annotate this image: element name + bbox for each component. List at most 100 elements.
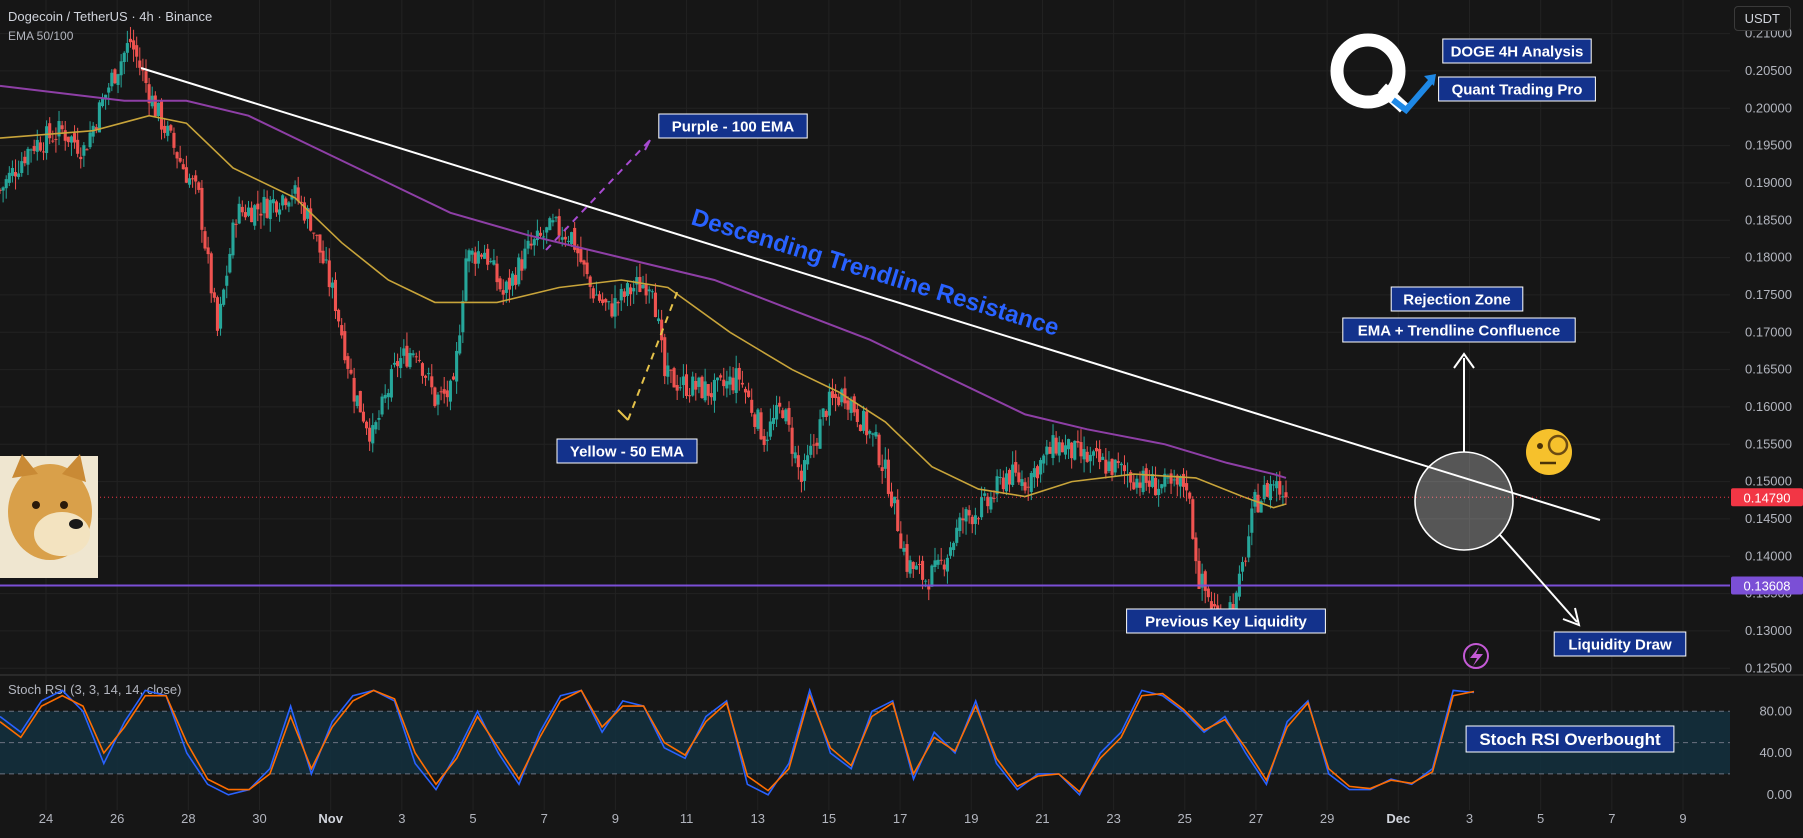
candle-body (1067, 439, 1071, 450)
candle (377, 410, 381, 431)
candle (1144, 463, 1148, 491)
candle (644, 273, 648, 304)
candle-body (632, 288, 636, 292)
candle (439, 386, 443, 401)
candle (445, 380, 449, 407)
candle (479, 252, 484, 260)
candle-body (278, 209, 282, 215)
candle (132, 29, 136, 62)
candle (691, 371, 695, 397)
candle (318, 234, 322, 264)
candle-body (1234, 592, 1238, 611)
candle-body (514, 274, 518, 285)
candle-body (849, 400, 853, 413)
candle (327, 248, 331, 297)
candle-body (591, 288, 595, 299)
candle (1259, 499, 1263, 513)
candle-body (66, 136, 70, 143)
candle-body (1169, 473, 1173, 484)
time-axis-label: 23 (1106, 811, 1120, 826)
candle (635, 266, 639, 295)
candle (684, 364, 689, 399)
candle-body (172, 132, 176, 148)
candle-body (492, 260, 496, 265)
candle-body (430, 376, 434, 388)
candle-body (778, 402, 782, 407)
candle (517, 253, 521, 287)
candle-body (1178, 476, 1182, 487)
candle (1091, 449, 1095, 466)
candle (194, 170, 198, 195)
candle-body (380, 396, 384, 415)
candle-body (1172, 479, 1176, 481)
candle-body (333, 279, 338, 312)
candle-body (865, 411, 869, 436)
candle (234, 219, 238, 238)
candle-body (1240, 562, 1245, 572)
candle-body (119, 61, 123, 76)
candle (728, 366, 732, 396)
candle (1017, 464, 1021, 485)
candle (436, 392, 440, 416)
candle-body (672, 368, 676, 388)
candle (302, 196, 306, 224)
candle-body (271, 199, 275, 204)
candle (489, 258, 493, 264)
candle (1042, 453, 1046, 473)
candle-body (175, 152, 179, 159)
candle-body (97, 102, 101, 133)
candle-body (268, 200, 272, 220)
candle-body (852, 396, 856, 413)
candle (930, 564, 934, 588)
candle-body (585, 262, 589, 275)
candle (1256, 483, 1260, 513)
candle-body (483, 252, 487, 259)
candle (514, 267, 518, 290)
candle (1076, 430, 1080, 448)
candle-body (781, 410, 785, 419)
descending-trendline (140, 67, 1601, 521)
currency-selector[interactable]: USDT (1733, 6, 1791, 31)
symbol-title: Dogecoin / TetherUS · 4h · Binance (8, 9, 213, 24)
candle (4, 175, 8, 199)
candle-body (414, 356, 418, 358)
candle-body (818, 419, 822, 449)
candle (1023, 477, 1027, 494)
candle-body (796, 455, 800, 468)
candle-body (122, 52, 126, 63)
candle-body (132, 40, 136, 50)
candle (10, 160, 14, 183)
candle (914, 562, 918, 570)
candle (619, 283, 623, 311)
candle (933, 547, 937, 573)
candle (622, 288, 626, 303)
candle-body (538, 232, 543, 236)
lightning-icon[interactable] (1470, 647, 1483, 666)
time-axis-label: 9 (1679, 811, 1686, 826)
candle-body (952, 542, 956, 551)
candle (545, 226, 549, 244)
candle-body (889, 491, 894, 507)
candle (361, 403, 365, 424)
candle (392, 352, 397, 368)
candle (278, 202, 282, 222)
alert-lightning-ring[interactable] (1463, 643, 1489, 669)
candle-body (520, 259, 524, 271)
candle-body (318, 234, 322, 253)
candle (588, 275, 592, 299)
candle-body (327, 260, 331, 288)
candle-body (1051, 435, 1055, 459)
doge-eye-right (60, 501, 68, 509)
candle-body (293, 185, 297, 194)
candle (868, 429, 872, 439)
candle (352, 367, 356, 414)
candle (1166, 473, 1170, 485)
candle-body (523, 248, 527, 269)
candle-body (855, 409, 859, 422)
candle (483, 244, 487, 259)
candle (1209, 591, 1213, 612)
brand-title-2-text: Quant Trading Pro (1452, 81, 1583, 98)
candle (799, 464, 803, 493)
candle (734, 355, 738, 404)
candle (85, 148, 89, 151)
